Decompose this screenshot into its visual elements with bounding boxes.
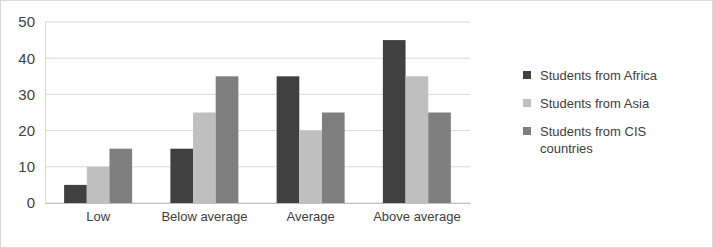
y-tick-label: 20	[18, 122, 35, 139]
x-tick-label: Above average	[373, 209, 460, 224]
chart: 0 10 20 30 40 50 Low Below average Average Above …	[0, 0, 713, 248]
x-tick: Above average	[373, 203, 460, 224]
legend-label: Students from Asia	[540, 96, 650, 111]
y-tick-label: 0	[27, 194, 35, 211]
y-tick-label: 40	[18, 50, 35, 67]
legend-item: Students from Asia	[523, 96, 650, 111]
y-tick: 0	[27, 194, 45, 211]
y-tick: 10	[18, 158, 45, 175]
bar	[383, 40, 406, 203]
x-tick-label: Average	[287, 209, 335, 224]
y-tick-label: 30	[18, 86, 35, 103]
y-tick: 20	[18, 122, 45, 139]
legend-label: Students from CIScountries	[540, 124, 647, 157]
plot: 0 10 20 30 40 50 Low Below average Average Above …	[18, 13, 470, 224]
bar-series	[87, 76, 428, 203]
bar	[109, 149, 132, 203]
y-tick-label: 10	[18, 158, 35, 175]
y-tick-label: 50	[18, 13, 35, 30]
x-tick: Average	[287, 203, 335, 224]
bars	[64, 40, 451, 203]
y-tick: 40	[18, 50, 45, 67]
bar	[406, 76, 429, 203]
bar	[170, 149, 193, 203]
x-axis-line	[46, 203, 471, 204]
y-axis-line	[45, 23, 46, 204]
bar	[216, 76, 239, 203]
bar	[322, 113, 345, 204]
bar-series	[109, 76, 450, 203]
bar	[428, 113, 451, 204]
legend-swatch	[523, 127, 531, 135]
bar	[87, 167, 110, 203]
chart-frame	[1, 1, 713, 248]
x-tick-label: Low	[86, 209, 110, 224]
x-tick-label: Below average	[161, 209, 247, 224]
y-tick: 30	[18, 86, 45, 103]
bar	[193, 113, 216, 204]
legend-swatch	[523, 99, 531, 107]
grid	[45, 22, 470, 203]
legend: Students from Africa Students from Asia St…	[523, 68, 658, 157]
legend-label: Students from Africa	[540, 68, 658, 83]
grid-line	[45, 58, 470, 59]
y-axis: 0 10 20 30 40 50	[18, 13, 45, 211]
x-axis: Low Below average Average Above average	[46, 203, 471, 224]
bar	[299, 131, 322, 203]
bar	[64, 185, 87, 203]
legend-item: Students from Africa	[523, 68, 658, 83]
legend-swatch	[523, 71, 531, 79]
legend-item: Students from CIScountries	[523, 124, 647, 157]
bar-series	[64, 40, 405, 203]
x-tick: Below average	[161, 203, 247, 224]
bar	[277, 76, 300, 203]
x-tick: Low	[86, 203, 110, 224]
grid-line	[45, 22, 470, 23]
y-tick: 50	[18, 13, 45, 30]
